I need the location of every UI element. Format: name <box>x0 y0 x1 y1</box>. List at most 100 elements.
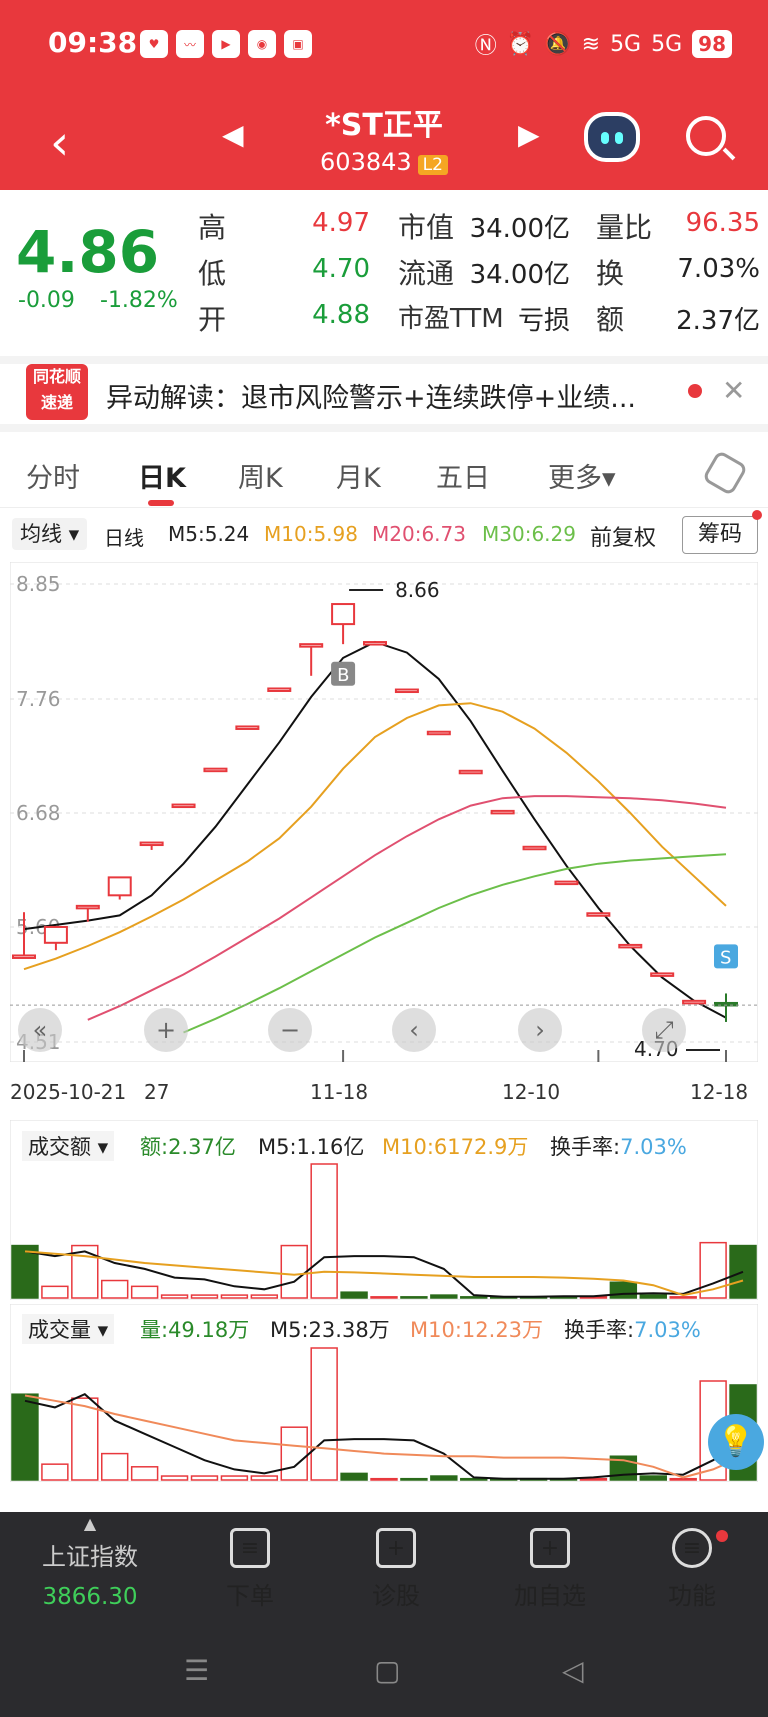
diagnose-button[interactable]: + 诊股 <box>356 1528 436 1611</box>
volume-bar <box>639 1475 667 1481</box>
adjust-label[interactable]: 前复权 <box>590 526 657 551</box>
news-text[interactable]: 异动解读：退市风险警示+连续跌停+业绩... <box>106 383 636 414</box>
candle <box>107 876 132 897</box>
tab-weekly-k[interactable]: 周K <box>238 463 283 494</box>
volume-bar <box>190 1294 219 1299</box>
status-bar: 09:38 ♥ 〰 ▶ ◉ ▣ Ⓝ ⏰ 🔕 ≋ 5G 5G 98 <box>0 0 768 90</box>
market-cap-value: 34.00亿 <box>469 214 570 244</box>
tab-monthly-k[interactable]: 月K <box>336 463 381 494</box>
open-label: 开 <box>198 303 227 336</box>
turnover-value: 7.03% <box>677 254 760 284</box>
volume-bar <box>280 1244 308 1299</box>
notification-app-icon: ▶ <box>212 30 240 58</box>
tab-daily-k[interactable]: 日K <box>138 463 186 494</box>
order-button[interactable]: ≡ 下单 <box>210 1528 290 1611</box>
period-tabs <box>0 440 768 508</box>
rewind-icon[interactable]: « <box>18 1008 62 1052</box>
diagnose-label: 诊股 <box>372 1582 420 1610</box>
volume-bar <box>460 1296 488 1299</box>
period-label: 日线 <box>104 526 144 550</box>
scroll-left-icon[interactable]: ‹ <box>392 1008 436 1052</box>
signal-icon: 5G <box>610 31 642 57</box>
news-logo-bottom: 速递 <box>40 393 73 412</box>
notification-app-icon: ◉ <box>248 30 276 58</box>
tab-intraday[interactable]: 分时 <box>26 463 80 494</box>
volume-bar <box>160 1475 189 1481</box>
volume-bar <box>101 1452 129 1481</box>
ai-assistant-icon[interactable] <box>584 112 640 162</box>
volume-value: 量:49.18万 <box>140 1318 250 1342</box>
low-value: 4.70 <box>312 254 370 284</box>
volume-chart[interactable] <box>10 1304 758 1482</box>
kline-chart[interactable]: 8.857.766.685.604.518.664.70BS <box>10 562 758 1062</box>
candle <box>12 954 36 959</box>
volume-ratio-value: 96.35 <box>685 208 760 238</box>
diagnose-icon: + <box>376 1528 416 1568</box>
menu-icon: ≡ <box>672 1528 712 1568</box>
volume-turnover: 换手率:7.03% <box>564 1314 701 1344</box>
chip-button[interactable]: 筹码 <box>682 516 758 554</box>
candle <box>171 803 196 809</box>
turnover-label: 换手率: <box>564 1318 635 1342</box>
zoom-out-icon[interactable]: − <box>268 1008 312 1052</box>
volume-ma-line-m5 <box>24 1250 744 1298</box>
add-watchlist-label: 加自选 <box>514 1582 586 1610</box>
volume-select[interactable]: 成交量 ▾ <box>22 1314 115 1344</box>
news-logo: 同花顺 速递 <box>26 364 88 420</box>
news-dot-icon <box>688 384 702 398</box>
ma30-label: M30:6.29 <box>482 522 576 546</box>
nfc-icon: Ⓝ <box>474 34 497 59</box>
amount-select[interactable]: 成交额 ▾ <box>22 1131 115 1161</box>
level2-badge[interactable]: L2 <box>417 155 448 175</box>
volume-bar <box>71 1397 99 1481</box>
volume-bar <box>370 1296 398 1299</box>
back-nav-icon[interactable]: ◁ <box>562 1654 584 1687</box>
ma-line-m30 <box>183 853 727 1034</box>
fullscreen-icon[interactable]: ⤢ <box>642 1008 686 1052</box>
volume-bar <box>639 1294 667 1299</box>
status-apps: ♥ 〰 ▶ ◉ ▣ <box>140 30 312 58</box>
status-indicators: Ⓝ ⏰ 🔕 ≋ 5G 5G 98 <box>475 28 732 60</box>
index-name: 上证指数 <box>42 1543 138 1571</box>
function-label: 功能 <box>668 1582 716 1610</box>
back-icon[interactable]: ‹ <box>50 115 70 171</box>
candle <box>331 603 356 626</box>
news-banner[interactable] <box>0 356 768 432</box>
scroll-right-icon[interactable]: › <box>518 1008 562 1052</box>
recent-apps-icon[interactable]: ☰ <box>184 1654 210 1687</box>
indicator-select[interactable]: 均线 ▾ <box>12 518 88 550</box>
candle <box>618 943 643 949</box>
volume-ma-line-m10 <box>24 1250 744 1297</box>
pe-label: 市盈TTM <box>398 304 504 334</box>
candle <box>586 912 611 917</box>
amount-chart[interactable] <box>10 1120 758 1300</box>
turnover-value: 7.03% <box>634 1318 701 1342</box>
home-icon[interactable]: ▢ <box>374 1654 401 1687</box>
tab-five-day[interactable]: 五日 <box>436 463 490 494</box>
volume-bar <box>11 1393 39 1481</box>
candle <box>426 730 451 736</box>
open-value: 4.88 <box>312 300 370 330</box>
volume-bar <box>220 1294 249 1299</box>
index-widget[interactable]: ▲ 上证指数 3866.30 <box>30 1514 150 1610</box>
bottom-toolbar <box>0 1512 768 1717</box>
volume-bar <box>400 1296 428 1299</box>
volume-bar <box>669 1477 697 1481</box>
previous-stock-icon[interactable]: ◀ <box>222 118 244 151</box>
sell-marker-label: S <box>720 947 731 968</box>
price-change-pct: -1.82% <box>100 288 178 313</box>
zoom-in-icon[interactable]: + <box>144 1008 188 1052</box>
volume-bar <box>250 1475 279 1481</box>
turnover-value: 7.03% <box>620 1135 687 1159</box>
ma10-label: M10:5.98 <box>264 522 358 546</box>
close-icon[interactable]: ✕ <box>722 374 746 407</box>
tab-more[interactable]: 更多▾ <box>548 463 616 494</box>
next-stock-icon[interactable]: ▶ <box>518 118 540 151</box>
add-watchlist-button[interactable]: + 加自选 <box>500 1528 600 1611</box>
battery-icon: 98 <box>692 30 732 58</box>
buy-marker <box>331 661 356 686</box>
function-button[interactable]: ≡ 功能 <box>652 1528 732 1611</box>
lightbulb-icon[interactable]: 💡 <box>708 1414 764 1470</box>
search-icon[interactable] <box>686 116 726 156</box>
market-cap-label: 市值 <box>398 211 455 244</box>
